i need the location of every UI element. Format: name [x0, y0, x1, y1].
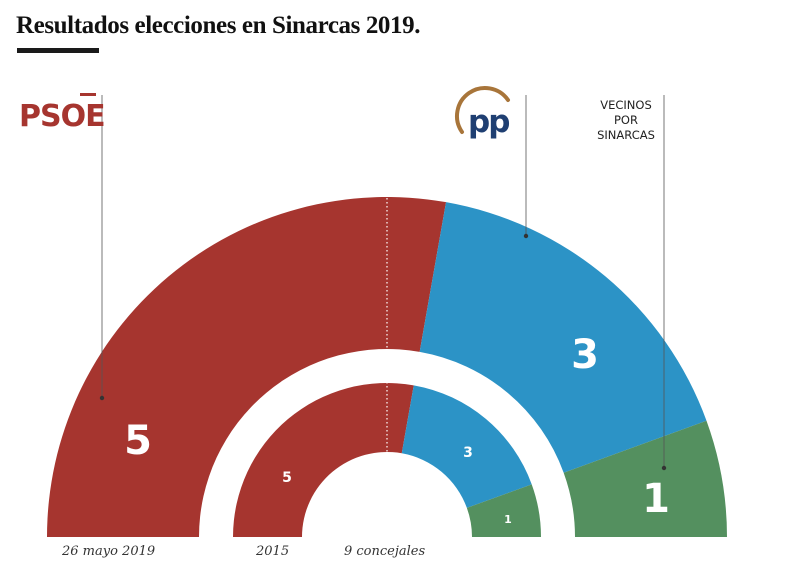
- psoe-leader-dot: [99, 395, 105, 401]
- chart-title: Resultados elecciones en Sinarcas 2019.: [16, 12, 421, 39]
- vecinos-label-line-1: VECINOS: [600, 98, 652, 112]
- vecinos-label: VECINOS POR SINARCAS: [597, 98, 655, 142]
- segment-inner-psoe: [233, 382, 414, 537]
- title-underline: [17, 48, 99, 53]
- pp-logo-arc: [454, 85, 510, 134]
- segment-inner-vecinos-por-sinarcas: [466, 484, 541, 537]
- pp-leader-dot: [523, 233, 529, 239]
- caption-total-seats: 9 concejales: [344, 544, 425, 559]
- segment-outer-pp: [419, 202, 707, 473]
- seat-label-inner-psoe: 5: [282, 470, 292, 486]
- seat-label-outer-psoe: 5: [124, 418, 152, 464]
- inner-ring-2015: [233, 382, 541, 537]
- segment-outer-vecinos-por-sinarcas: [563, 420, 727, 537]
- psoe-logo-bar: [80, 93, 96, 96]
- pp-logo-text: pp: [468, 104, 509, 140]
- caption-2015: 2015: [255, 544, 289, 559]
- vecinos-leader-dot: [661, 465, 667, 471]
- vecinos-label-line-3: SINARCAS: [597, 128, 655, 142]
- seat-labels: 5 3 1 5 3 1: [124, 332, 670, 526]
- psoe-logo-text: PSOE: [19, 99, 105, 134]
- caption-2019: 26 mayo 2019: [61, 544, 155, 559]
- seat-label-inner-vecinos-por-sinarcas: 1: [504, 513, 512, 526]
- vecinos-label-line-2: POR: [614, 113, 638, 127]
- segment-outer-psoe: [47, 196, 447, 537]
- seat-label-outer-pp: 3: [571, 332, 599, 378]
- pp-logo: pp: [454, 85, 511, 140]
- seat-label-outer-vecinos-por-sinarcas: 1: [642, 476, 670, 522]
- psoe-logo: PSOE: [19, 93, 106, 134]
- seat-label-inner-pp: 3: [463, 445, 473, 461]
- outer-ring-2019: [47, 196, 727, 537]
- segment-inner-pp: [401, 385, 532, 508]
